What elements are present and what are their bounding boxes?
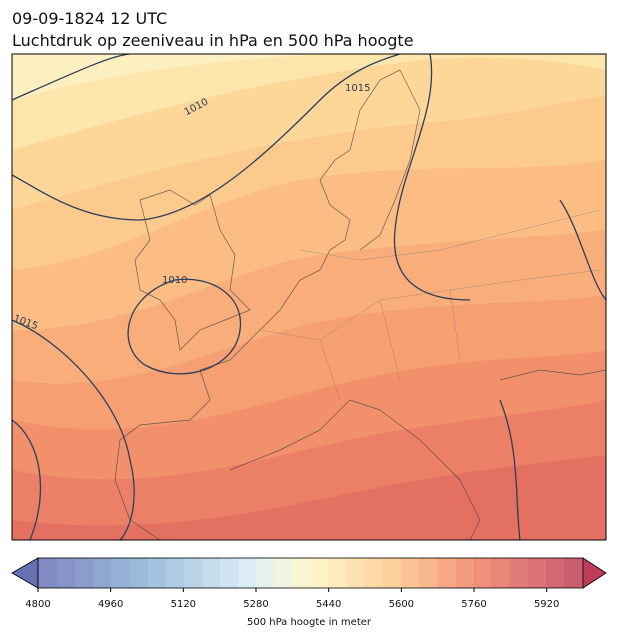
- colorbar-box: [310, 558, 330, 588]
- tick-label: 5120: [171, 599, 196, 610]
- colorbar-box: [110, 558, 130, 588]
- colorbar-box: [256, 558, 275, 588]
- tick-label: 5920: [534, 599, 559, 610]
- subtitle: Luchtdruk op zeeniveau in hPa en 500 hPa…: [12, 31, 414, 50]
- tick-label: 5760: [461, 599, 486, 610]
- colorbar-box: [401, 558, 420, 588]
- colorbar-box: [38, 558, 57, 588]
- colorbar-box: [528, 558, 548, 588]
- colorbar-box: [183, 558, 202, 588]
- colorbar-box: [274, 558, 293, 588]
- colorbar-frame: [37, 557, 584, 589]
- colorbar-box: [492, 558, 511, 588]
- colorbar-box: [292, 558, 311, 588]
- tick-label: 5600: [389, 599, 414, 610]
- colorbar-box: [437, 558, 457, 588]
- colorbar-extend: [582, 557, 607, 589]
- colorbar-box: [455, 558, 475, 588]
- colorbar-box: [92, 558, 112, 588]
- colorbar-box: [564, 558, 584, 588]
- tick-label: 5440: [316, 599, 341, 610]
- colorbar-box: [346, 558, 366, 588]
- colorbar-box: [56, 558, 75, 588]
- title: 09-09-1824 12 UTC: [12, 9, 167, 28]
- colorbar-box: [474, 558, 493, 588]
- colorbar-extend: [11, 557, 39, 589]
- map: 1010 1015 1010 1015: [12, 54, 606, 540]
- colorbar-box: [383, 558, 402, 588]
- colorbar-box: [165, 558, 184, 588]
- colorbar-box: [74, 558, 93, 588]
- colorbar-box: [365, 558, 384, 588]
- colorbar-box: [147, 558, 166, 588]
- colorbar-box: [419, 558, 439, 588]
- colorbar-box: [219, 558, 239, 588]
- colorbar-box: [201, 558, 221, 588]
- tick-label: 4800: [25, 599, 50, 610]
- colorbar-box: [237, 558, 257, 588]
- colorbar-box: [510, 558, 529, 588]
- tick-label: 4960: [98, 599, 123, 610]
- colorbar-box: [546, 558, 566, 588]
- colorbar-box: [328, 558, 348, 588]
- map-frame: [11, 53, 607, 541]
- colorbar: 4800 4960 5120 5280 5440 5600 5760 5920: [11, 557, 607, 610]
- colorbar-label: 500 hPa hoogte in meter: [247, 617, 372, 628]
- contour-label: 1015: [345, 83, 370, 94]
- tick-label: 5280: [243, 599, 268, 610]
- colorbar-box: [128, 558, 148, 588]
- contour-label: 1010: [162, 275, 187, 286]
